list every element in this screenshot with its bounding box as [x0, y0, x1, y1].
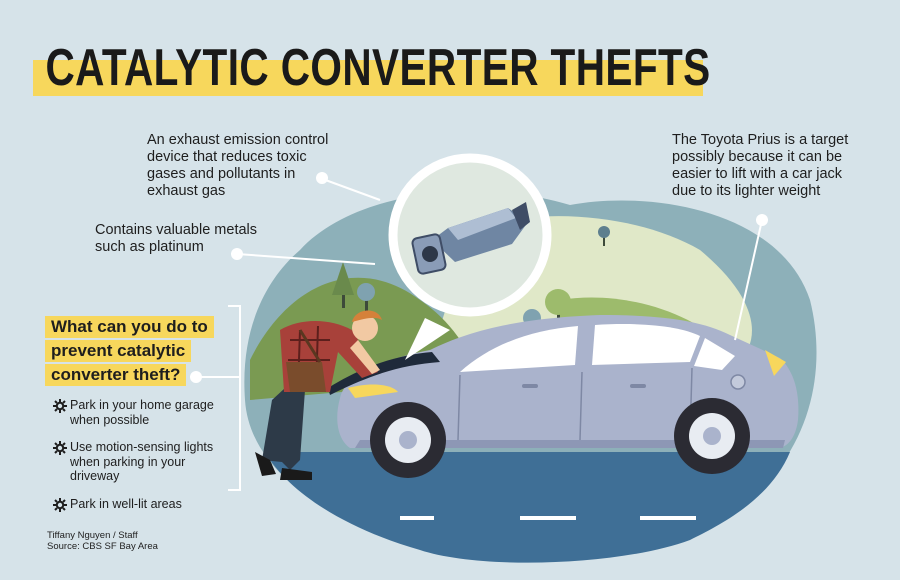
toyota-prius-car — [328, 315, 799, 478]
car-rear-glass — [694, 338, 735, 370]
question-line-3: converter theft? — [45, 364, 187, 386]
person-shoe-left — [255, 452, 276, 476]
person-legs — [262, 388, 305, 470]
annotation-line-emission — [319, 177, 381, 201]
annotation-metals: Contains valuable metals such as platinu… — [95, 222, 258, 255]
tip-item: Park in your home garage when possible — [50, 398, 230, 427]
annotation-dot-prius — [756, 214, 768, 226]
annotation-prius: The Toyota Prius is a target possibly be… — [672, 132, 849, 199]
question-dot — [190, 371, 202, 383]
person-bag — [286, 362, 326, 392]
gear-icon — [53, 399, 67, 413]
title-highlight — [33, 60, 703, 96]
door-handle-rear — [630, 384, 646, 388]
rear-wheel — [674, 398, 750, 474]
magnifier-pointer — [405, 318, 450, 360]
fuel-cap — [730, 374, 746, 390]
tip-text: Park in your home garage when possible — [70, 398, 214, 427]
door-handle-front — [522, 384, 538, 388]
annotation-line-metals — [236, 253, 376, 265]
gear-icon — [53, 441, 67, 455]
car-window-rear — [592, 324, 700, 365]
car-window-front — [460, 326, 578, 372]
question-line-2: prevent catalytic — [45, 340, 192, 362]
prevention-tips: Park in your home garage when possible U… — [50, 398, 230, 525]
tip-item: Use motion-sensing lights when parking i… — [50, 440, 230, 484]
road — [265, 452, 790, 563]
annotation-dot-emission — [316, 172, 328, 184]
gear-icon — [53, 497, 67, 512]
catalytic-converter-illustration — [411, 202, 530, 275]
tip-item: Park in well-lit areas — [50, 497, 230, 512]
prevention-question: What can you do to prevent catalytic con… — [45, 316, 225, 388]
person-arm — [350, 340, 380, 374]
front-wheel — [370, 402, 446, 478]
credit-byline: Tiffany Nguyen / Staff — [47, 530, 138, 541]
car-headlight — [348, 384, 398, 398]
person-figure — [255, 310, 382, 480]
open-hood — [328, 352, 440, 395]
annotation-dot-metals — [231, 248, 243, 260]
title-block: CATALYTIC CONVERTER THEFTS — [33, 38, 900, 98]
credit-source: Source: CBS SF Bay Area — [47, 541, 158, 552]
tips-bracket — [228, 305, 241, 491]
tip-text: Park in well-lit areas — [70, 496, 182, 511]
person-hair — [352, 310, 382, 322]
page-title: CATALYTIC CONVERTER THEFTS — [45, 39, 711, 97]
annotation-emission: An exhaust emission control device that … — [147, 132, 329, 199]
car-tail-light — [765, 350, 786, 376]
tip-text: Use motion-sensing lights when parking i… — [70, 440, 214, 483]
credit-block: Tiffany Nguyen / Staff Source: CBS SF Ba… — [47, 530, 158, 552]
person-shoe-right — [280, 468, 312, 480]
tree — [598, 226, 610, 246]
bag-strap — [298, 329, 322, 363]
annotation-line-prius — [734, 219, 763, 341]
shirt-plaid — [288, 325, 330, 391]
tree — [332, 262, 354, 308]
road-markings — [400, 516, 696, 520]
person-head — [352, 315, 378, 341]
tree — [357, 283, 375, 312]
question-line-1: What can you do to — [45, 316, 214, 338]
